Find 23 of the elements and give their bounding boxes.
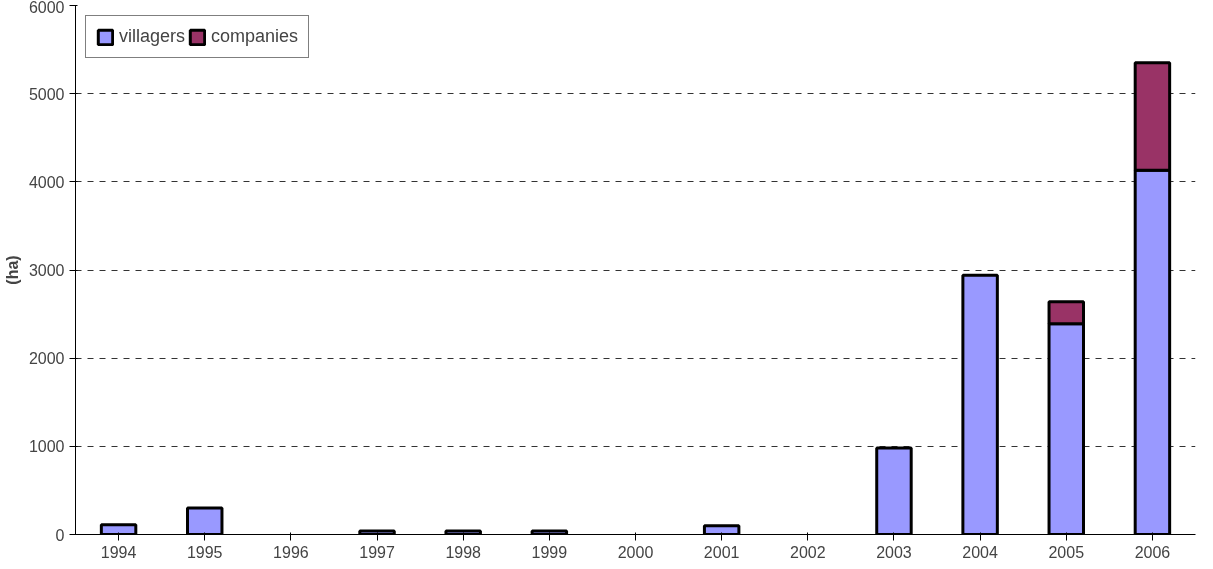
x-tick-label: 2001 [703,543,740,561]
y-tick-label: 5000 [28,85,65,103]
x-tick-label: 1996 [273,543,309,561]
y-tick-label: 6000 [28,0,65,16]
x-tick-label: 1999 [531,543,568,561]
y-tick-label: 3000 [28,262,65,279]
x-tick-label: 2003 [876,543,912,561]
y-axis-title: (ha) [3,255,21,285]
y-tick-label: 0 [55,526,65,544]
x-tick-label: 2002 [790,543,826,561]
y-tick-label: 4000 [28,173,65,191]
y-tick-label: 2000 [28,350,65,368]
legend-label: villagers [119,26,186,47]
x-tick-label: 1998 [445,543,482,561]
x-tick-label: 1995 [186,543,223,561]
x-tick-label: 1994 [100,543,137,561]
x-tick-label: 1997 [359,543,395,561]
x-tick-label: 2005 [1048,543,1085,561]
legend-label: companies [211,26,299,47]
y-tick-label: 1000 [28,438,65,456]
x-tick-label: 2006 [1134,543,1171,561]
x-tick-label: 2000 [617,543,654,561]
x-tick-label: 2004 [962,543,999,561]
